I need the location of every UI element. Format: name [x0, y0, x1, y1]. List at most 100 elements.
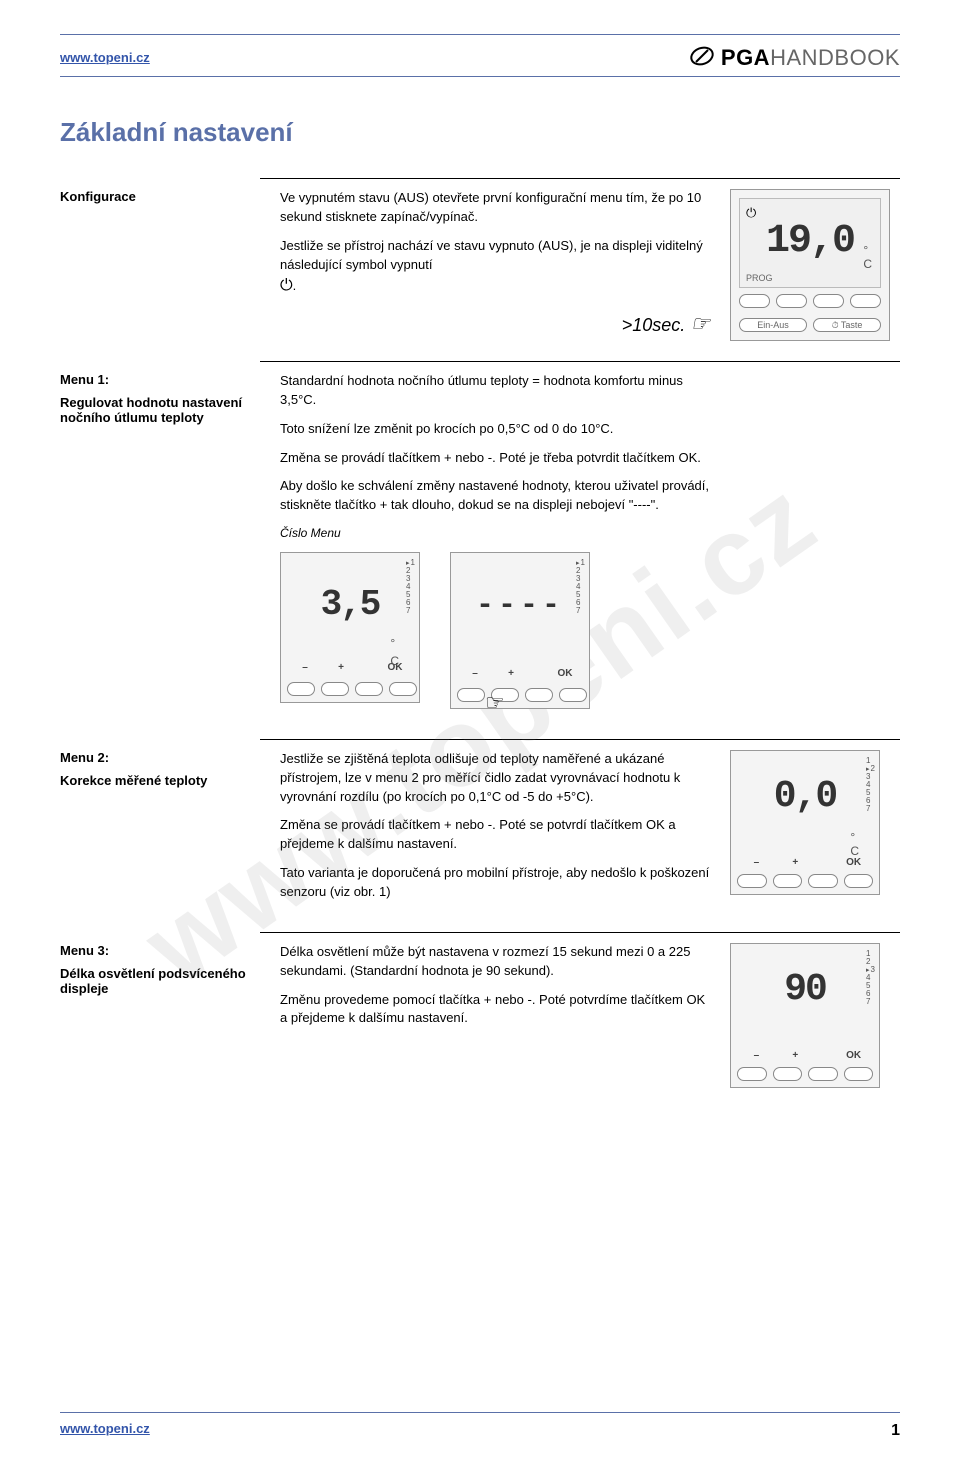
menu-number-list: 1 2 3 4 5 6 7: [406, 559, 415, 615]
section-rule-menu2: [260, 739, 900, 740]
hand-pointer-icon: ☞: [485, 687, 505, 719]
plus-label: +: [776, 1050, 815, 1061]
minus-button[interactable]: [287, 682, 315, 696]
plus-label: +: [323, 661, 359, 676]
device-button-2[interactable]: [776, 294, 807, 308]
menu1-desc: Regulovat hodnotu nastavení nočního útlu…: [60, 395, 260, 425]
menu1-p1: Standardní hodnota nočního útlumu teplot…: [280, 372, 710, 410]
device-button-1[interactable]: [739, 294, 770, 308]
minus-label: –: [287, 661, 323, 676]
spacer: [815, 857, 834, 868]
menu3-display-col: 1 2 3 4 5 6 7 90 – + OK: [730, 943, 900, 1088]
menu1-text-col: Standardní hodnota nočního útlumu teplot…: [280, 372, 710, 709]
ok-button[interactable]: [844, 874, 874, 888]
button-labels: – + OK: [737, 857, 873, 868]
menu3-display: 1 2 3 4 5 6 7 90 – + OK: [730, 943, 880, 1088]
footer: www.topeni.cz 1: [60, 1408, 900, 1436]
footer-url-link[interactable]: www.topeni.cz: [60, 1421, 150, 1436]
device-button[interactable]: [355, 682, 383, 696]
einaus-button[interactable]: Ein-Aus: [739, 318, 807, 332]
section-rule-menu3: [260, 932, 900, 933]
section-rule-menu1: [260, 361, 900, 362]
brand-text: PGAHANDBOOK: [721, 45, 900, 71]
hand-pointer-icon: ☞: [690, 311, 710, 336]
power-off-icon: ⏻: [280, 277, 293, 294]
display-screen: 1 2 3 4 5 6 7 0,0 °C: [737, 775, 873, 855]
config-p2-text: Jestliže se přístroj nachází ve stavu vy…: [280, 238, 703, 272]
plus-button[interactable]: [773, 1067, 803, 1081]
button-row: [737, 1067, 873, 1081]
display-temp-value: 19,0: [746, 219, 874, 264]
config-p1: Ve vypnutém stavu (AUS) otevřete první k…: [280, 189, 710, 227]
config-p2: Jestliže se přístroj nachází ve stavu vy…: [280, 237, 710, 298]
menu1-p4: Aby došlo ke schválení změny nastavené h…: [280, 477, 710, 515]
device-button-3[interactable]: [813, 294, 844, 308]
display-value: 90: [737, 968, 873, 1011]
button-row-labeled: Ein-Aus ⏱ Taste: [739, 318, 881, 332]
device-button[interactable]: [808, 1067, 838, 1081]
minus-label: –: [737, 1050, 776, 1061]
header-url-link[interactable]: www.topeni.cz: [60, 50, 150, 65]
footer-rule: [60, 1412, 900, 1413]
menu1-right-spacer: [730, 372, 900, 709]
hold-instruction: >10sec. ☞: [280, 308, 710, 340]
brand-light: HANDBOOK: [770, 45, 900, 70]
minus-label: –: [737, 857, 776, 868]
menu2-p2: Změna se provádí tlačítkem + nebo -. Pot…: [280, 816, 710, 854]
device-button[interactable]: [525, 688, 553, 702]
prog-label: PROG: [746, 273, 773, 283]
menu2-display-col: 1 2 3 4 5 6 7 0,0 °C – + OK: [730, 750, 900, 912]
display-screen: 1 2 3 4 5 6 7 3,5 °C: [287, 579, 413, 659]
ok-label: OK: [547, 667, 583, 682]
menu-num: 7: [866, 998, 875, 1006]
thermostat-display-config: ⏻ 19,0 °C PROG Ein-Aus ⏱ Taste: [730, 189, 890, 341]
menu2-label: Menu 2:: [60, 750, 260, 765]
plus-button[interactable]: [321, 682, 349, 696]
menu-number-list: 1 2 3 4 5 6 7: [866, 950, 875, 1006]
ok-button[interactable]: [844, 1067, 874, 1081]
button-row: [737, 874, 873, 888]
device-button[interactable]: [808, 874, 838, 888]
ok-button[interactable]: [389, 682, 417, 696]
display-value: 0,0: [737, 775, 873, 818]
page-title: Základní nastavení: [60, 117, 900, 148]
display-screen: ⏻ 19,0 °C PROG: [739, 198, 881, 288]
config-label: Konfigurace: [60, 189, 260, 204]
menu2-p1: Jestliže se zjištěná teplota odlišuje od…: [280, 750, 710, 807]
config-label-col: Konfigurace: [60, 189, 260, 341]
menu1-display-2: 1 2 3 4 5 6 7 ---- – +: [450, 552, 590, 709]
menu3-text-col: Délka osvětlení může být nastavena v roz…: [280, 943, 710, 1088]
brand-logo-icon: [689, 43, 715, 72]
menu2-p3: Tato varianta je doporučená pro mobilní …: [280, 864, 710, 902]
section-menu1: Menu 1: Regulovat hodnotu nastavení nočn…: [60, 372, 900, 709]
button-row: [287, 682, 413, 696]
button-row: [457, 688, 583, 702]
menu2-display: 1 2 3 4 5 6 7 0,0 °C – + OK: [730, 750, 880, 895]
menu1-cislo-label: Číslo Menu: [280, 525, 710, 542]
minus-label: –: [457, 667, 493, 682]
spacer: [529, 667, 547, 682]
brand-bold: PGA: [721, 45, 770, 70]
display-value-1: 3,5: [287, 579, 413, 631]
header-row: www.topeni.cz PGAHANDBOOK: [60, 43, 900, 72]
menu2-label-col: Menu 2: Korekce měřené teploty: [60, 750, 260, 912]
plus-button[interactable]: [773, 874, 803, 888]
section-rule-config: [260, 178, 900, 179]
section-config: Konfigurace Ve vypnutém stavu (AUS) otev…: [60, 189, 900, 341]
menu1-label: Menu 1:: [60, 372, 260, 387]
spacer: [815, 1050, 834, 1061]
menu-num: 7: [406, 607, 415, 615]
device-button-4[interactable]: [850, 294, 881, 308]
brand: PGAHANDBOOK: [689, 43, 900, 72]
config-display-col: ⏻ 19,0 °C PROG Ein-Aus ⏱ Taste: [730, 189, 900, 341]
minus-button[interactable]: [457, 688, 485, 702]
minus-button[interactable]: [737, 874, 767, 888]
menu2-desc: Korekce měřené teploty: [60, 773, 260, 788]
header-rule-top: [60, 34, 900, 35]
ok-button[interactable]: [559, 688, 587, 702]
degree-c-icon: °C: [850, 830, 859, 858]
minus-button[interactable]: [737, 1067, 767, 1081]
ok-label: OK: [834, 1050, 873, 1061]
menu-num: 7: [576, 607, 585, 615]
taste-button[interactable]: ⏱ Taste: [813, 318, 881, 332]
